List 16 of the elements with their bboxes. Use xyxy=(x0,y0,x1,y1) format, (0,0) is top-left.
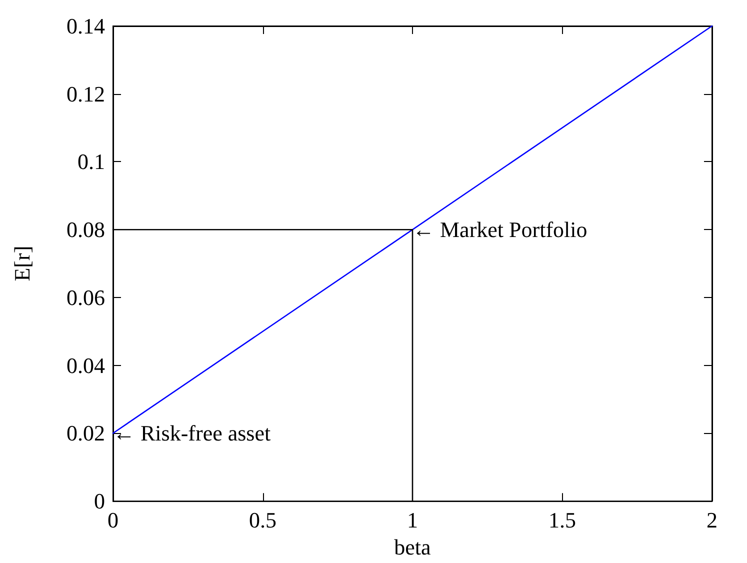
x-tick-label: 2 xyxy=(706,508,718,533)
annotation: ← Risk-free asset xyxy=(113,420,271,446)
y-tick-label: 0.14 xyxy=(66,14,105,38)
y-tick-label: 0 xyxy=(94,488,105,514)
y-tick-label: 0.04 xyxy=(66,352,105,378)
y-tick-label: 0.08 xyxy=(66,217,105,242)
y-tick-label: 0.12 xyxy=(66,81,105,106)
x-tick-label: 1.5 xyxy=(548,508,576,533)
annotation: ← Market Portfolio xyxy=(412,217,588,242)
y-tick-label: 0.06 xyxy=(66,284,105,310)
y-axis-title: E[r] xyxy=(10,246,34,282)
y-tick-label: 0.1 xyxy=(78,149,105,174)
x-tick-label: 1 xyxy=(407,508,418,533)
y-tick-label: 0.02 xyxy=(66,420,105,446)
x-tick-label: 0.5 xyxy=(249,508,276,533)
x-axis-title: beta xyxy=(394,534,432,560)
